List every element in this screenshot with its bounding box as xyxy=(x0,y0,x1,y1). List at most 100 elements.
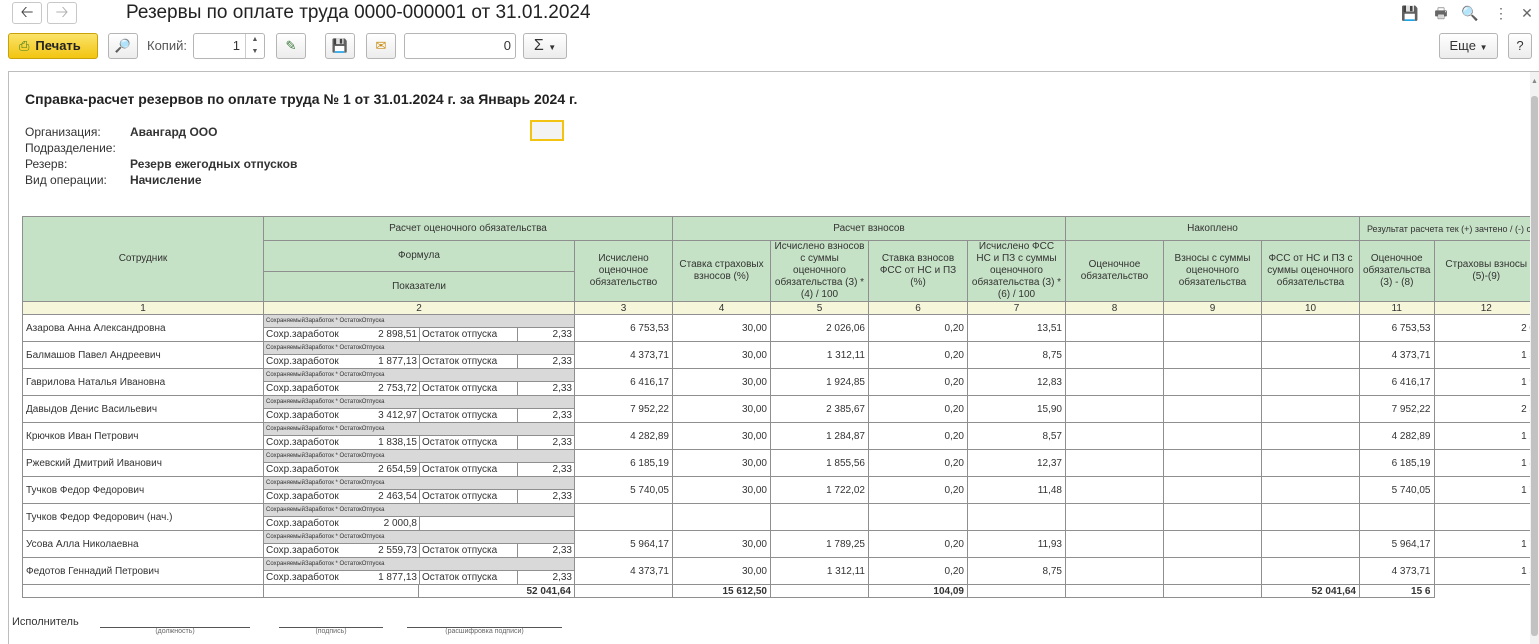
cell-c12[interactable]: 1 3 xyxy=(1433,341,1539,369)
cell-c10[interactable] xyxy=(1261,503,1360,531)
print-icon[interactable]: 🖶 xyxy=(1434,5,1448,21)
cell-c6[interactable]: 0,20 xyxy=(868,449,968,477)
cell-c5[interactable]: 1 284,87 xyxy=(770,422,869,450)
cell-c7[interactable]: 13,51 xyxy=(967,314,1066,342)
cell-c10[interactable] xyxy=(1261,368,1360,396)
close-icon[interactable]: ✕ xyxy=(1521,5,1533,21)
stepper-arrows[interactable]: ▲ ▼ xyxy=(245,34,264,58)
cell-c10[interactable] xyxy=(1261,395,1360,423)
cell-c12[interactable]: 2 3 xyxy=(1433,395,1539,423)
cell-c12[interactable]: 1 7 xyxy=(1433,476,1539,504)
cell-c10[interactable] xyxy=(1261,530,1360,558)
cell-c10[interactable] xyxy=(1261,476,1360,504)
cell-c5[interactable]: 1 789,25 xyxy=(770,530,869,558)
cell-c5[interactable]: 1 855,56 xyxy=(770,449,869,477)
cell-c4[interactable]: 30,00 xyxy=(672,557,771,585)
cell-c6[interactable]: 0,20 xyxy=(868,395,968,423)
cell-c12[interactable]: 1 3 xyxy=(1433,557,1539,585)
employee-name[interactable]: Тучков Федор Федорович (нач.) xyxy=(22,503,264,531)
cell-c11[interactable]: 4 373,71 xyxy=(1359,341,1435,369)
cell-c3[interactable]: 4 373,71 xyxy=(574,341,673,369)
cell-c3[interactable]: 4 282,89 xyxy=(574,422,673,450)
more-button[interactable]: Еще ▼ xyxy=(1439,33,1498,59)
cell-c9[interactable] xyxy=(1163,557,1262,585)
cell-c8[interactable] xyxy=(1065,422,1164,450)
employee-name[interactable]: Крючков Иван Петрович xyxy=(22,422,264,450)
cell-c10[interactable] xyxy=(1261,422,1360,450)
report-document[interactable]: Справка-расчет резервов по оплате труда … xyxy=(8,71,1539,644)
cell-c7[interactable]: 12,37 xyxy=(967,449,1066,477)
cell-c4[interactable]: 30,00 xyxy=(672,341,771,369)
cell-c6[interactable]: 0,20 xyxy=(868,368,968,396)
cell-c5[interactable]: 2 385,67 xyxy=(770,395,869,423)
cell-c9[interactable] xyxy=(1163,476,1262,504)
cell-c4[interactable]: 30,00 xyxy=(672,368,771,396)
cell-c9[interactable] xyxy=(1163,449,1262,477)
cell-c10[interactable] xyxy=(1261,341,1360,369)
employee-name[interactable]: Балмашов Павел Андреевич xyxy=(22,341,264,369)
cell-c3[interactable]: 4 373,71 xyxy=(574,557,673,585)
cell-c6[interactable]: 0,20 xyxy=(868,422,968,450)
cell-c3[interactable]: 7 952,22 xyxy=(574,395,673,423)
cell-c9[interactable] xyxy=(1163,422,1262,450)
help-button[interactable]: ? xyxy=(1508,33,1532,59)
cell-c7[interactable]: 8,75 xyxy=(967,557,1066,585)
cell-c5[interactable]: 1 924,85 xyxy=(770,368,869,396)
cell-c3[interactable]: 6 753,53 xyxy=(574,314,673,342)
cell-c6[interactable]: 0,20 xyxy=(868,476,968,504)
cell-c3[interactable]: 5 964,17 xyxy=(574,530,673,558)
cell-c11[interactable]: 4 282,89 xyxy=(1359,422,1435,450)
employee-name[interactable]: Гаврилова Наталья Ивановна xyxy=(22,368,264,396)
cell-c7[interactable]: 15,90 xyxy=(967,395,1066,423)
cell-c8[interactable] xyxy=(1065,449,1164,477)
cell-c11[interactable]: 5 740,05 xyxy=(1359,476,1435,504)
cell-c5[interactable]: 1 312,11 xyxy=(770,557,869,585)
employee-name[interactable]: Тучков Федор Федорович xyxy=(22,476,264,504)
formula-cell[interactable]: СохраняемыйЗаработок * ОстатокОтпуска Сох… xyxy=(263,476,575,504)
vertical-scrollbar[interactable]: ▲ xyxy=(1530,72,1539,644)
cell-c12[interactable]: 1 7 xyxy=(1433,530,1539,558)
cell-c7[interactable]: 8,57 xyxy=(967,422,1066,450)
cell-c3[interactable]: 5 740,05 xyxy=(574,476,673,504)
save-icon[interactable]: 💾 xyxy=(1401,5,1419,21)
sum-mode-button[interactable]: Σ ▼ xyxy=(523,33,567,59)
formula-cell[interactable]: СохраняемыйЗаработок * ОстатокОтпуска Сох… xyxy=(263,368,575,396)
more-vertical-icon[interactable]: ⋮ xyxy=(1494,5,1508,21)
cell-c12[interactable] xyxy=(1433,503,1539,531)
cell-c7[interactable] xyxy=(967,503,1066,531)
cell-c8[interactable] xyxy=(1065,557,1164,585)
formula-cell[interactable]: СохраняемыйЗаработок * ОстатокОтпуска Сох… xyxy=(263,395,575,423)
cell-c12[interactable]: 1 8 xyxy=(1433,449,1539,477)
cell-c5[interactable] xyxy=(770,503,869,531)
cell-c9[interactable] xyxy=(1163,314,1262,342)
table-row[interactable]: Крючков Иван Петрович СохраняемыйЗаработо… xyxy=(22,422,1539,450)
save-file-button[interactable]: 💾 xyxy=(325,33,355,59)
cell-c4[interactable]: 30,00 xyxy=(672,476,771,504)
table-row[interactable]: Федотов Геннадий Петрович СохраняемыйЗара… xyxy=(22,557,1539,585)
cell-c4[interactable]: 30,00 xyxy=(672,395,771,423)
cell-c8[interactable] xyxy=(1065,368,1164,396)
cell-c8[interactable] xyxy=(1065,530,1164,558)
cell-c10[interactable] xyxy=(1261,449,1360,477)
employee-name[interactable]: Давыдов Денис Васильевич xyxy=(22,395,264,423)
cell-c8[interactable] xyxy=(1065,503,1164,531)
print-preview-button[interactable]: 🔎 xyxy=(108,33,138,59)
cell-c11[interactable]: 6 416,17 xyxy=(1359,368,1435,396)
cell-c5[interactable]: 2 026,06 xyxy=(770,314,869,342)
formula-cell[interactable]: СохраняемыйЗаработок * ОстатокОтпуска Сох… xyxy=(263,449,575,477)
formula-cell[interactable]: СохраняемыйЗаработок * ОстатокОтпуска Сох… xyxy=(263,530,575,558)
cell-c9[interactable] xyxy=(1163,341,1262,369)
cell-c6[interactable]: 0,20 xyxy=(868,530,968,558)
scrollbar-thumb[interactable] xyxy=(1531,96,1538,636)
cell-c9[interactable] xyxy=(1163,368,1262,396)
scroll-up-icon[interactable]: ▲ xyxy=(1531,78,1538,85)
cell-c4[interactable]: 30,00 xyxy=(672,449,771,477)
edit-table-button[interactable]: ✎ xyxy=(276,33,306,59)
forward-button[interactable]: 🡢 xyxy=(47,2,77,24)
cell-c11[interactable]: 6 185,19 xyxy=(1359,449,1435,477)
cell-c5[interactable]: 1 312,11 xyxy=(770,341,869,369)
table-row[interactable]: Тучков Федор Федорович СохраняемыйЗаработ… xyxy=(22,476,1539,504)
cell-c11[interactable]: 5 964,17 xyxy=(1359,530,1435,558)
cell-c4[interactable]: 30,00 xyxy=(672,422,771,450)
cell-c7[interactable]: 11,93 xyxy=(967,530,1066,558)
